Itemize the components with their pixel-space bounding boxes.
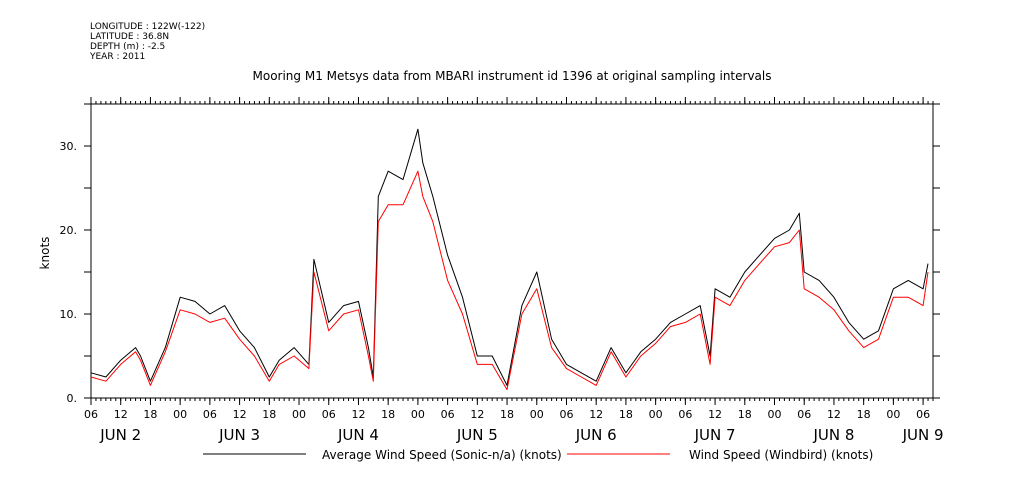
series-layer [90, 128, 929, 391]
x-hour-tick-label: 00 [768, 408, 782, 421]
longitude-text: LONGITUDE : 122W(-122) [90, 22, 205, 32]
y-tick-label: 30. [60, 140, 78, 153]
x-day-tick-label: JUN 7 [694, 426, 736, 444]
y-tick-label: 0. [67, 392, 78, 405]
legend-label-wind-speed-windbird: Wind Speed (Windbird) (knots) [689, 448, 873, 462]
x-hour-tick-label: 18 [857, 408, 871, 421]
x-day-tick-label: JUN 9 [902, 426, 944, 444]
x-hour-tick-label: 06 [441, 408, 455, 421]
x-hour-tick-label: 18 [262, 408, 276, 421]
x-hour-tick-label: 18 [143, 408, 157, 421]
x-hour-tick-label: 06 [916, 408, 930, 421]
x-hour-tick-label: 18 [381, 408, 395, 421]
x-hour-tick-label: 18 [619, 408, 633, 421]
x-hour-tick-label: 06 [797, 408, 811, 421]
x-day-tick-label: JUN 8 [812, 426, 854, 444]
y-tick-label: 10. [60, 308, 78, 321]
y-tick-label: 20. [60, 224, 78, 237]
x-hour-tick-label: 00 [530, 408, 544, 421]
series-line-average-wind-speed [90, 128, 929, 386]
x-hour-tick-label: 12 [233, 408, 247, 421]
y-axis-label: knots [38, 237, 52, 270]
x-hour-tick-label: 00 [292, 408, 306, 421]
x-hour-tick-label: 06 [678, 408, 692, 421]
x-hour-tick-label: 06 [322, 408, 336, 421]
x-day-tick-label: JUN 5 [456, 426, 498, 444]
ticks-layer [84, 97, 940, 405]
series-line-wind-speed-windbird [90, 170, 929, 391]
x-day-tick-label: JUN 3 [218, 426, 260, 444]
x-hour-tick-label: 12 [351, 408, 365, 421]
year-text: YEAR : 2011 [89, 52, 145, 62]
x-hour-tick-label: 18 [500, 408, 514, 421]
x-hour-tick-label: 06 [559, 408, 573, 421]
chart-title: Mooring M1 Metsys data from MBARI instru… [253, 69, 772, 83]
x-hour-tick-label: 00 [649, 408, 663, 421]
x-hour-tick-label: 00 [173, 408, 187, 421]
x-day-tick-label: JUN 4 [337, 426, 379, 444]
x-hour-tick-label: 12 [470, 408, 484, 421]
latitude-text: LATITUDE : 36.8N [90, 32, 169, 42]
depth-text: DEPTH (m) : -2.5 [90, 42, 165, 52]
x-hour-tick-label: 12 [827, 408, 841, 421]
x-hour-tick-label: 12 [589, 408, 603, 421]
x-day-tick-label: JUN 2 [99, 426, 141, 444]
x-hour-tick-label: 00 [411, 408, 425, 421]
x-hour-tick-label: 18 [738, 408, 752, 421]
x-hour-tick-label: 06 [203, 408, 217, 421]
labels-layer: 06 12 18 00 06 12 18 00 06 12 18 00 06 12 18 00 06 12 18 00… [60, 140, 944, 444]
legend-label-average-wind-speed: Average Wind Speed (Sonic-n/a) (knots) [322, 448, 562, 462]
plot-frame [90, 103, 934, 399]
x-day-tick-label: JUN 6 [575, 426, 617, 444]
x-hour-tick-label: 06 [84, 408, 98, 421]
x-hour-tick-label: 00 [886, 408, 900, 421]
x-hour-tick-label: 12 [114, 408, 128, 421]
x-hour-tick-label: 12 [708, 408, 722, 421]
